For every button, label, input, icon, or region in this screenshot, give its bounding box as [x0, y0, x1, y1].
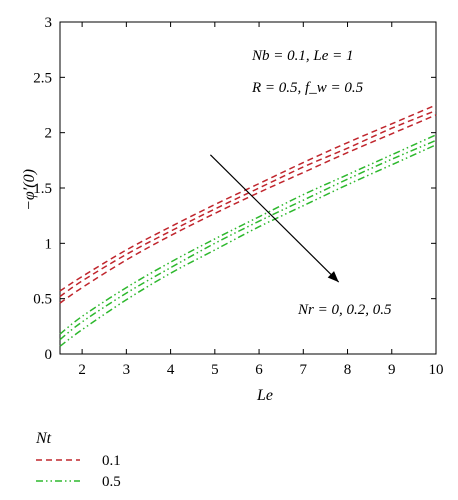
x-tick-label: 4: [167, 362, 175, 378]
x-tick-label: 7: [300, 362, 308, 378]
y-tick-label: 1.5: [33, 181, 52, 197]
legend-label-0.5: 0.5: [102, 474, 121, 490]
params-line-2: R = 0.5, f_w = 0.5: [251, 80, 364, 96]
legend-label-0.1: 0.1: [102, 453, 121, 469]
y-tick-label: 0.5: [33, 292, 52, 308]
params-line-1: Nb = 0.1, Le = 1: [251, 48, 354, 64]
x-tick-label: 9: [388, 362, 396, 378]
x-tick-label: 6: [255, 362, 263, 378]
legend: Nt 0.1 0.5: [35, 430, 121, 490]
series-layer: [59, 104, 437, 347]
x-tick-label: 10: [429, 362, 444, 378]
y-tick-label: 2: [45, 126, 53, 142]
y-tick-label: 0: [45, 347, 53, 363]
x-tick-label: 5: [211, 362, 219, 378]
arrow-label: Nr = 0, 0.2, 0.5: [297, 302, 392, 318]
x-axis-label: Le: [256, 387, 273, 404]
x-tick-label: 3: [123, 362, 131, 378]
legend-title: Nt: [35, 430, 52, 447]
trend-arrow: [209, 154, 340, 283]
y-tick-label: 2.5: [33, 70, 52, 86]
x-tick-label: 2: [78, 362, 86, 378]
series-line-nt-0.1-2: [59, 114, 437, 304]
series-line-nt-0.1-1: [59, 109, 437, 298]
series-line-nt-0.5-4: [59, 139, 437, 341]
series-line-nt-0.5-3: [59, 134, 437, 335]
y-tick-label: 1: [45, 236, 53, 252]
axes: 2 3 4 5 6 7 8 9 10 0 0.5 1 1.5 2 2.5 3: [33, 15, 443, 378]
arrow-shaft: [209, 154, 340, 283]
y-tick-label: 3: [45, 15, 53, 31]
x-tick-label: 8: [344, 362, 352, 378]
arrow-head: [327, 271, 339, 283]
series-line-nt-0.1-0: [59, 104, 437, 292]
y-axis-label: −φ′(0): [21, 169, 38, 211]
series-line-nt-0.5-5: [59, 144, 437, 347]
